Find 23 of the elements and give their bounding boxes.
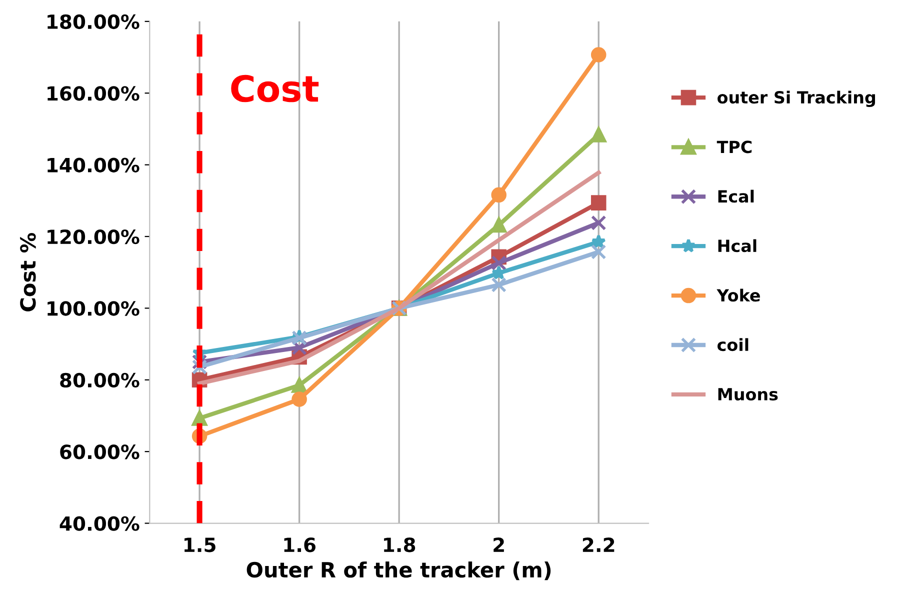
y-tick-label: 140.00% [48,158,140,172]
y-tick-label: 80.00% [60,372,140,388]
y-axis-title: Cost % [20,232,36,312]
x-tick-label: 2.2 [582,537,614,552]
legend-label: Hcal [718,239,756,252]
y-tick-label: 40.00% [60,516,140,531]
legend-label: Muons [718,388,778,401]
annotation: Cost [231,74,319,102]
legend-label: Ecal [718,190,754,203]
x-tick-label: 1.5 [184,538,216,552]
x-tick-label: 1.8 [384,537,416,552]
x-tick-label: 2 [494,537,504,552]
y-tick-label: 160.00% [48,86,140,101]
y-tick-label: 180.00% [48,14,140,30]
x-tick-label: 1.6 [284,538,316,552]
legend-label: outer Si Tracking [718,90,876,107]
legend-label: coil [718,338,748,352]
legend-label: TPC [716,140,752,154]
y-tick-label: 60.00% [60,444,140,460]
x-axis-title: Outer R of the tracker (m) [246,562,551,580]
y-tick-label: 100.00% [48,301,140,316]
legend-label: Yoke [716,288,760,302]
y-tick-label: 120.00% [48,229,140,244]
